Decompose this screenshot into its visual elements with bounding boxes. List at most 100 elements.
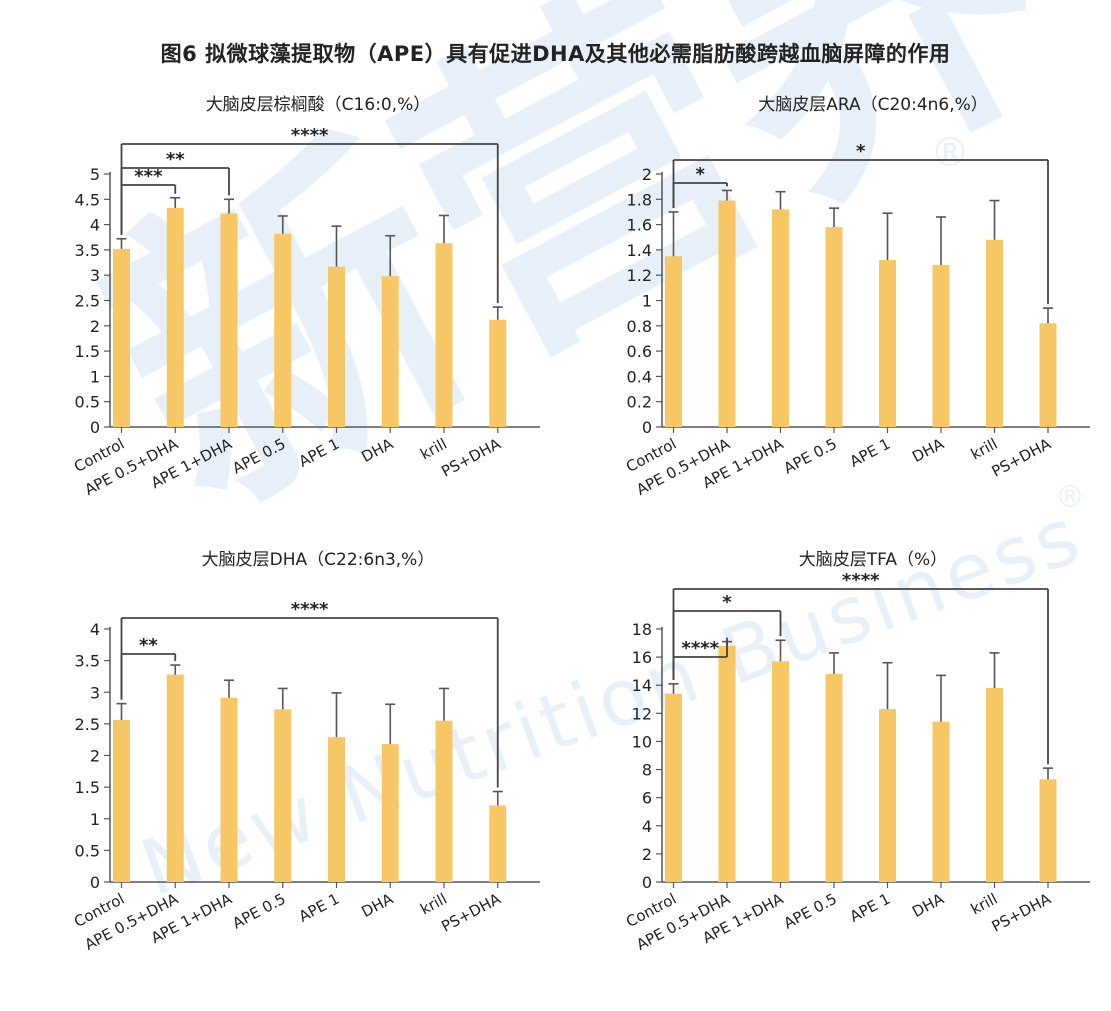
y-tick-label: 2 (642, 845, 652, 864)
bar (879, 260, 896, 427)
y-tick-label: 0 (90, 418, 100, 437)
figure-title: 图6 拟微球藻提取物（APE）具有促进DHA及其他必需脂肪酸跨越血脑屏障的作用 (160, 42, 951, 66)
y-tick-label: 1 (90, 810, 100, 829)
y-tick-label: 3 (90, 266, 100, 285)
bar (435, 720, 453, 882)
y-tick-label: 1.8 (627, 190, 652, 209)
bar (718, 200, 736, 427)
y-tick-label: 2 (90, 747, 100, 766)
bar (435, 243, 453, 427)
x-tick-label: PS+DHA (438, 889, 504, 935)
bar (381, 744, 399, 882)
chart-title: 大脑皮层TFA（%） (799, 550, 947, 570)
bar (166, 207, 184, 427)
y-tick-label: 0 (90, 873, 100, 892)
bar (879, 709, 896, 882)
y-tick-label: 0 (642, 873, 652, 892)
y-tick-label: 2.5 (75, 292, 100, 311)
bar (274, 709, 292, 882)
y-tick-label: 1.2 (627, 266, 652, 285)
y-tick-label: 3 (90, 683, 100, 702)
y-tick-label: 0.5 (75, 841, 100, 860)
y-tick-label: 3.5 (75, 652, 100, 671)
bar (825, 673, 843, 882)
bar (986, 688, 1003, 882)
y-tick-label: 6 (642, 789, 652, 808)
y-tick-label: 4 (90, 216, 100, 235)
bar (825, 227, 843, 427)
y-tick-label: 1.6 (627, 216, 652, 235)
x-tick-label: PS+DHA (438, 434, 504, 480)
bar (220, 213, 238, 427)
significance-label: **** (842, 570, 880, 591)
y-tick-label: 1.5 (75, 778, 100, 797)
bar (166, 674, 184, 882)
y-tick-label: 3.5 (75, 241, 100, 260)
bar (986, 239, 1003, 427)
significance-label: **** (681, 638, 719, 659)
y-tick-label: 16 (632, 648, 652, 667)
bar (113, 248, 130, 427)
bar (1039, 779, 1057, 882)
x-tick-label: APE 1 (847, 890, 894, 926)
x-tick-label: APE 0.5 (781, 435, 840, 478)
x-tick-label: APE 1 (296, 435, 343, 471)
x-tick-label: APE 0.5 (229, 890, 288, 933)
y-tick-label: 0.8 (627, 317, 652, 336)
bar (328, 266, 345, 427)
y-tick-label: 2 (90, 317, 100, 336)
bar (665, 256, 682, 427)
significance-label: * (722, 592, 732, 613)
significance-label: *** (134, 166, 163, 187)
y-tick-label: 0 (642, 418, 652, 437)
x-tick-label: DHA (358, 889, 396, 921)
x-tick-label: DHA (358, 434, 396, 466)
y-tick-label: 18 (632, 620, 652, 639)
x-tick-label: APE 1 (296, 890, 343, 926)
bar (489, 319, 507, 427)
x-tick-label: APE 0.5 (229, 435, 288, 478)
y-tick-label: 1.4 (627, 241, 652, 260)
y-tick-label: 4 (642, 817, 652, 836)
chart-title: 大脑皮层棕榈酸（C16:0,%） (206, 95, 431, 115)
bar (489, 805, 507, 882)
bar (665, 693, 682, 882)
y-tick-label: 0.4 (627, 367, 652, 386)
y-tick-label: 1 (90, 367, 100, 386)
significance-label: ** (139, 635, 158, 656)
x-tick-label: DHA (909, 434, 947, 466)
x-tick-label: PS+DHA (989, 889, 1055, 935)
y-tick-label: 5 (90, 165, 100, 184)
bar (1039, 323, 1057, 427)
x-tick-label: APE 1 (847, 435, 894, 471)
x-tick-label: krill (417, 890, 450, 919)
significance-label: **** (291, 599, 329, 620)
bar (113, 720, 130, 882)
bar (772, 209, 789, 427)
y-tick-label: 1 (642, 292, 652, 311)
bar (220, 697, 238, 882)
y-tick-label: 0.5 (75, 393, 100, 412)
x-tick-label: PS+DHA (989, 434, 1055, 480)
y-tick-label: 8 (642, 761, 652, 780)
y-tick-label: 0.6 (627, 342, 652, 361)
y-tick-label: 2 (642, 165, 652, 184)
bar (328, 737, 345, 882)
bar (932, 265, 950, 427)
y-tick-label: 14 (632, 676, 652, 695)
significance-label: **** (291, 125, 329, 146)
x-tick-label: krill (968, 890, 1001, 919)
y-tick-label: 0.2 (627, 393, 652, 412)
bar (772, 661, 789, 882)
chart-title: 大脑皮层DHA（C22:6n3,%） (202, 550, 435, 570)
y-tick-label: 2.5 (75, 715, 100, 734)
y-tick-label: 12 (632, 704, 652, 723)
y-tick-label: 10 (632, 732, 652, 751)
chart-title: 大脑皮层ARA（C20:4n6,%） (758, 95, 988, 115)
x-tick-label: krill (968, 435, 1001, 464)
significance-label: * (856, 141, 866, 162)
y-tick-label: 4 (90, 620, 100, 639)
y-tick-label: 1.5 (75, 342, 100, 361)
y-tick-label: 4.5 (75, 190, 100, 209)
